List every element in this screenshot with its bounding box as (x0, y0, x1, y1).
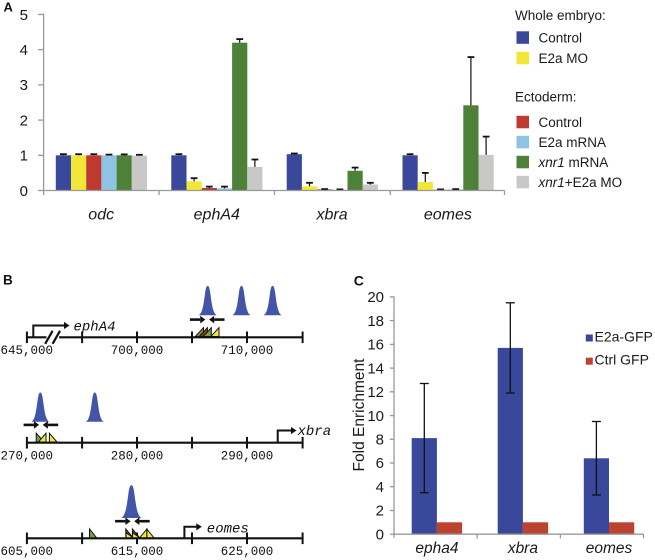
svg-text:6: 6 (376, 455, 384, 472)
svg-text:700,000: 700,000 (111, 344, 164, 358)
svg-text:290,000: 290,000 (221, 450, 274, 464)
svg-text:E2a mRNA: E2a mRNA (539, 135, 607, 150)
svg-text:Fold Enrichment: Fold Enrichment (351, 358, 368, 472)
svg-text:E2a-GFP: E2a-GFP (595, 329, 653, 345)
svg-text:5: 5 (20, 7, 28, 24)
svg-text:2: 2 (376, 503, 384, 520)
svg-text:Whole embryo:: Whole embryo: (515, 8, 606, 23)
svg-text:xnr1 mRNA: xnr1 mRNA (538, 155, 609, 170)
svg-text:710,000: 710,000 (221, 344, 274, 358)
svg-text:C: C (354, 273, 364, 289)
svg-text:8: 8 (376, 432, 384, 449)
svg-text:12: 12 (367, 384, 384, 401)
svg-text:xnr1+E2a MO: xnr1+E2a MO (538, 175, 623, 190)
svg-text:xbra: xbra (316, 207, 348, 224)
svg-text:4: 4 (20, 42, 28, 59)
svg-text:xbra: xbra (297, 424, 332, 440)
svg-text:0: 0 (20, 183, 28, 200)
svg-text:B: B (3, 273, 13, 288)
svg-text:645,000: 645,000 (1, 344, 54, 358)
svg-text:280,000: 280,000 (111, 450, 164, 464)
svg-text:0: 0 (376, 526, 384, 543)
svg-text:625,000: 625,000 (221, 545, 274, 559)
svg-text:epha4: epha4 (415, 540, 458, 557)
svg-text:18: 18 (367, 313, 384, 330)
svg-text:Control: Control (539, 115, 583, 130)
svg-text:eomes: eomes (424, 207, 472, 224)
svg-text:xbra: xbra (507, 540, 539, 557)
svg-text:Ectoderm:: Ectoderm: (515, 90, 577, 105)
svg-text:2: 2 (20, 112, 28, 129)
svg-text:3: 3 (20, 77, 28, 94)
svg-text:odc: odc (88, 207, 114, 224)
svg-text:615,000: 615,000 (111, 545, 164, 559)
svg-text:Control: Control (539, 31, 583, 46)
svg-text:ephA4: ephA4 (194, 207, 240, 224)
svg-text:270,000: 270,000 (1, 450, 54, 464)
svg-text:16: 16 (367, 337, 384, 354)
svg-text:1: 1 (20, 148, 28, 165)
svg-text:ephA4: ephA4 (74, 320, 116, 336)
svg-text:eomes: eomes (207, 521, 249, 537)
svg-text:605,000: 605,000 (1, 545, 54, 559)
svg-text:A: A (4, 0, 14, 15)
svg-text:E2a MO: E2a MO (539, 51, 589, 66)
svg-text:Ctrl GFP: Ctrl GFP (595, 352, 649, 368)
svg-text:10: 10 (367, 408, 384, 425)
svg-text:20: 20 (367, 289, 384, 306)
svg-text:eomes: eomes (586, 540, 633, 557)
svg-text:4: 4 (376, 479, 384, 496)
svg-text:14: 14 (367, 360, 384, 377)
